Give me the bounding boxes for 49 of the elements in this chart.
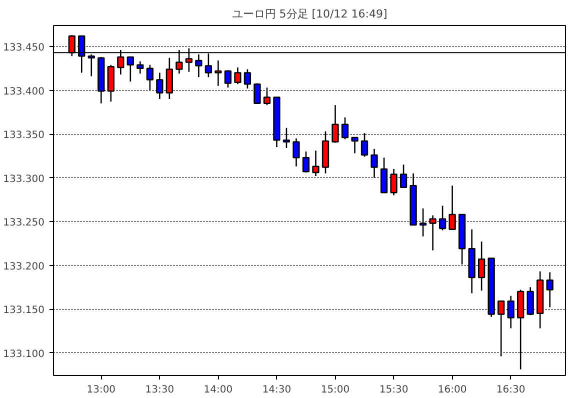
candlestick (234, 66, 242, 85)
candlestick (546, 272, 554, 308)
candlestick (360, 132, 368, 158)
candlestick (312, 150, 320, 177)
candlestick (380, 156, 388, 194)
candlestick (400, 164, 408, 188)
candlestick (292, 138, 300, 168)
candlestick (244, 68, 252, 90)
candlestick (341, 116, 349, 140)
candlestick (478, 240, 486, 292)
candlestick (332, 104, 339, 144)
x-tick-label: 14:30 (262, 384, 292, 396)
y-tick-label: 133.450 (3, 42, 45, 54)
candlestick (263, 86, 271, 106)
x-tick-label: 14:00 (204, 384, 233, 396)
y-tick-label: 133.150 (3, 305, 45, 316)
candlestick (419, 208, 427, 238)
candlestick (166, 57, 173, 100)
x-tick-label: 16:30 (496, 384, 526, 396)
candlestick (448, 184, 456, 230)
y-tick-label: 133.350 (3, 130, 45, 141)
candlestick (507, 295, 514, 329)
candlestick (302, 150, 310, 174)
x-tick-label: 15:30 (379, 384, 408, 396)
candlestick (438, 205, 446, 231)
y-tick-label: 133.300 (3, 174, 45, 185)
candlestick (351, 136, 358, 154)
candlestick (498, 300, 505, 357)
x-tick-label: 13:30 (145, 384, 174, 396)
candlestick (390, 168, 398, 196)
candlestick (126, 56, 134, 82)
y-tick-label: 133.200 (3, 261, 45, 272)
candlestick (370, 148, 378, 178)
candlestick (429, 214, 436, 252)
x-tick-label: 15:00 (320, 384, 350, 396)
x-tick-label: 13:00 (86, 384, 116, 396)
y-tick-label: 133.100 (3, 348, 45, 360)
candlestick (282, 127, 290, 149)
candlestick (136, 60, 144, 74)
candlestick (526, 286, 534, 316)
chart-title: ユーロ円 5分足 [10/12 16:49] (232, 8, 388, 20)
candlestick (224, 69, 232, 88)
candlestick (214, 60, 222, 87)
candlestick (146, 64, 154, 91)
candlestick (254, 82, 261, 104)
x-tick-label: 16:00 (438, 384, 467, 396)
y-tick-label: 133.250 (3, 218, 45, 228)
y-tick-label: 133.400 (3, 86, 45, 98)
candlestick (156, 72, 164, 100)
